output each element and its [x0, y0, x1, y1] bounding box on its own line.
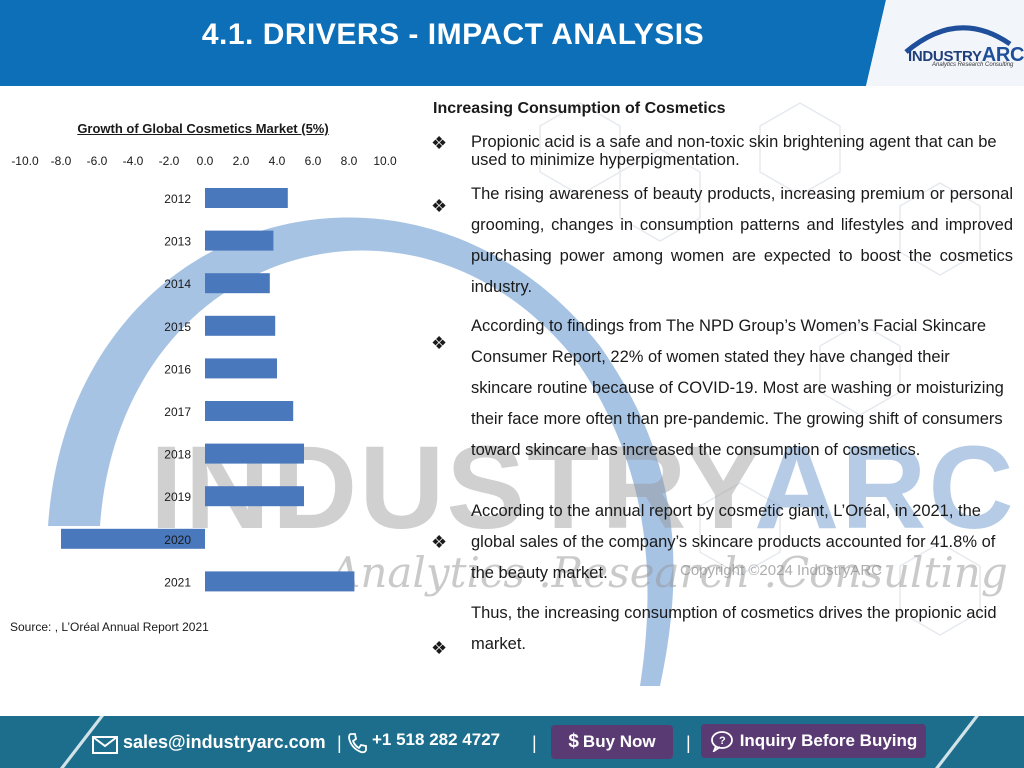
- buy-now-label: Buy Now: [582, 732, 656, 751]
- inquiry-label: Inquiry Before Buying: [739, 731, 918, 750]
- bar-2013: [205, 230, 274, 251]
- x-tick-label: 0.0: [197, 154, 214, 168]
- email-link[interactable]: sales@industryarc.com: [123, 732, 326, 752]
- inquiry-button[interactable]: ? Inquiry Before Buying: [701, 724, 926, 758]
- phone-icon: [348, 733, 367, 754]
- phone-link[interactable]: +1 518 282 4727: [372, 730, 501, 749]
- bar-2014: [205, 273, 270, 294]
- bar-2021: [205, 571, 355, 592]
- bar-2017: [205, 401, 294, 421]
- x-tick-label: 6.0: [305, 154, 322, 168]
- paragraph-3: According to findings from The NPD Group…: [471, 317, 1004, 459]
- email-icon: [92, 736, 118, 754]
- category-label: 2021: [164, 575, 191, 589]
- four-diamond-bullet-icon: ❖: [431, 333, 448, 353]
- chart-source: Source: , L’Oréal Annual Report 2021: [10, 620, 209, 634]
- x-tick-label: 2.0: [233, 154, 250, 168]
- category-label: 2017: [164, 405, 191, 419]
- footer-decoration: [60, 716, 979, 768]
- watermark-subtitle: Analytics .Research .Consulting: [330, 548, 1008, 597]
- page-title: 4.1. DRIVERS - IMPACT ANALYSIS: [201, 18, 705, 51]
- section-heading: Increasing Consumption of Cosmetics: [433, 100, 726, 117]
- footer-separator: |: [337, 733, 342, 753]
- x-tick-label: -4.0: [123, 154, 144, 168]
- footer-separator: |: [532, 733, 537, 753]
- four-diamond-bullet-icon: ❖: [431, 532, 448, 552]
- category-label: 2020: [164, 533, 191, 547]
- watermark-main-right: ARC: [753, 422, 1016, 554]
- x-tick-label: -10.0: [11, 154, 39, 168]
- footer: sales@industryarc.com | +1 518 282 4727 …: [0, 716, 1024, 768]
- x-tick-label: -8.0: [51, 154, 72, 168]
- bar-2012: [205, 188, 288, 208]
- buy-now-button[interactable]: $ Buy Now: [551, 725, 673, 759]
- footer-separator: |: [686, 733, 691, 753]
- header: 4.1. DRIVERS - IMPACT ANALYSIS INDUSTRYA…: [0, 0, 1024, 86]
- x-tick-label: 4.0: [269, 154, 286, 168]
- x-tick-label: 10.0: [373, 154, 397, 168]
- category-label: 2016: [164, 362, 191, 376]
- svg-text:?: ?: [719, 735, 726, 747]
- bar-chart: -10.0 -8.0 -6.0 -4.0 -2.0 0.0 2.0 4.0 6.0 8.0 10.0…: [11, 154, 397, 592]
- logo-name-left: INDUSTRY: [908, 48, 982, 65]
- bar-2019: [205, 486, 304, 507]
- category-label: 2013: [164, 235, 191, 249]
- category-label: 2014: [164, 277, 191, 291]
- dollar-icon: $: [568, 731, 579, 752]
- paragraph-1: Propionic acid is a safe and non-toxic s…: [471, 133, 997, 169]
- logo-tagline: Analytics Research Consulting: [932, 62, 1014, 68]
- four-diamond-bullet-icon: ❖: [431, 133, 448, 153]
- category-label: 2015: [164, 320, 191, 334]
- category-label: 2019: [164, 490, 191, 504]
- category-label: 2018: [164, 448, 191, 462]
- industryarc-logo: INDUSTRYARC Analytics Research Consultin…: [898, 14, 1024, 74]
- category-label: 2012: [164, 192, 191, 206]
- chart-title: Growth of Global Cosmetics Market (5%): [77, 121, 329, 136]
- paragraph-4: According to the annual report by cosmet…: [471, 502, 996, 582]
- four-diamond-bullet-icon: ❖: [431, 196, 448, 216]
- copyright-watermark: Copyright ©2024 IndustryARC: [680, 562, 882, 579]
- paragraph-5: Thus, the increasing consumption of cosm…: [471, 604, 997, 653]
- bar-2016: [205, 358, 277, 379]
- logo-arc-icon: [904, 25, 1012, 54]
- chat-bubble-icon: ?: [710, 731, 733, 752]
- background-decoration: [48, 102, 981, 686]
- bar-2015: [205, 315, 276, 336]
- x-tick-label: 8.0: [341, 154, 358, 168]
- bar-2018: [205, 443, 304, 464]
- x-tick-label: -2.0: [159, 154, 180, 168]
- paragraph-2: The rising awareness of beauty products,…: [471, 185, 1013, 296]
- bar-2020: [61, 528, 205, 549]
- x-tick-label: -6.0: [87, 154, 108, 168]
- four-diamond-bullet-icon: ❖: [431, 638, 448, 658]
- logo-name-right: ARC: [981, 44, 1024, 66]
- header-bar: [0, 0, 1024, 86]
